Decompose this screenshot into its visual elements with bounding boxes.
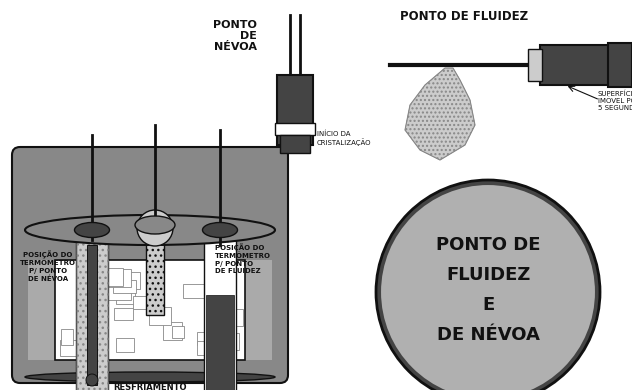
Bar [133,296,147,309]
Text: SUPERFÍCIE
IMÓVEL POR
5 SEGUNDOS: SUPERFÍCIE IMÓVEL POR 5 SEGUNDOS [598,90,632,111]
Bar [116,289,135,304]
Bar [227,333,239,350]
Bar [108,269,131,287]
Bar [79,325,103,340]
Bar [146,228,164,315]
Bar [209,300,222,313]
Bar [280,135,310,153]
Bar [172,326,184,338]
Text: PONTO DE FLUIDEZ: PONTO DE FLUIDEZ [400,10,528,23]
Bar [245,260,272,360]
Bar [197,341,212,355]
Circle shape [380,184,596,390]
Bar [79,298,102,317]
Bar [114,308,133,320]
Ellipse shape [25,372,275,382]
Bar [219,309,243,326]
Text: DE NÉVOA: DE NÉVOA [437,326,540,344]
Bar [113,280,136,293]
Bar [76,235,108,390]
Text: PONTO
DE
NÉVOA: PONTO DE NÉVOA [213,20,257,51]
Text: INÍCIO DA
CRISTALIZAÇÃO: INÍCIO DA CRISTALIZAÇÃO [317,130,372,145]
Bar [85,332,100,349]
Bar [163,322,182,340]
Bar [116,338,134,352]
Bar [275,123,315,135]
Text: FLUIDEZ: FLUIDEZ [446,266,530,284]
Polygon shape [405,68,475,160]
Ellipse shape [135,216,175,234]
Bar [28,260,55,360]
Bar [61,329,73,345]
Bar [540,45,610,85]
FancyBboxPatch shape [12,147,288,383]
Ellipse shape [202,223,238,238]
Circle shape [376,180,600,390]
Bar [206,286,225,299]
Bar [277,75,313,145]
Text: POSIÇÃO DO
TERMÔMETRO
P/ PONTO
DE NÉVOA: POSIÇÃO DO TERMÔMETRO P/ PONTO DE NÉVOA [20,250,76,282]
Text: E: E [482,296,494,314]
Bar [107,281,131,300]
Text: POSIÇÃO DO
TERMÔMETRO
P/ PONTO
DE FLUIDEZ: POSIÇÃO DO TERMÔMETRO P/ PONTO DE FLUIDE… [215,243,271,274]
Text: RESFRIAMENTO: RESFRIAMENTO [113,383,186,390]
Bar [55,260,245,360]
Bar [528,49,542,81]
Circle shape [137,210,173,246]
Circle shape [86,374,98,386]
Bar [121,272,140,289]
Bar [608,43,632,87]
Bar [60,340,79,356]
Bar [76,235,108,390]
Bar [183,284,206,298]
Bar [87,245,97,385]
Bar [206,295,234,390]
Bar [83,275,104,288]
Bar [149,307,171,325]
Bar [99,268,123,286]
Ellipse shape [25,215,275,245]
Text: PONTO DE: PONTO DE [435,236,540,254]
Bar [197,332,217,345]
Ellipse shape [75,223,109,238]
Bar [204,235,236,390]
